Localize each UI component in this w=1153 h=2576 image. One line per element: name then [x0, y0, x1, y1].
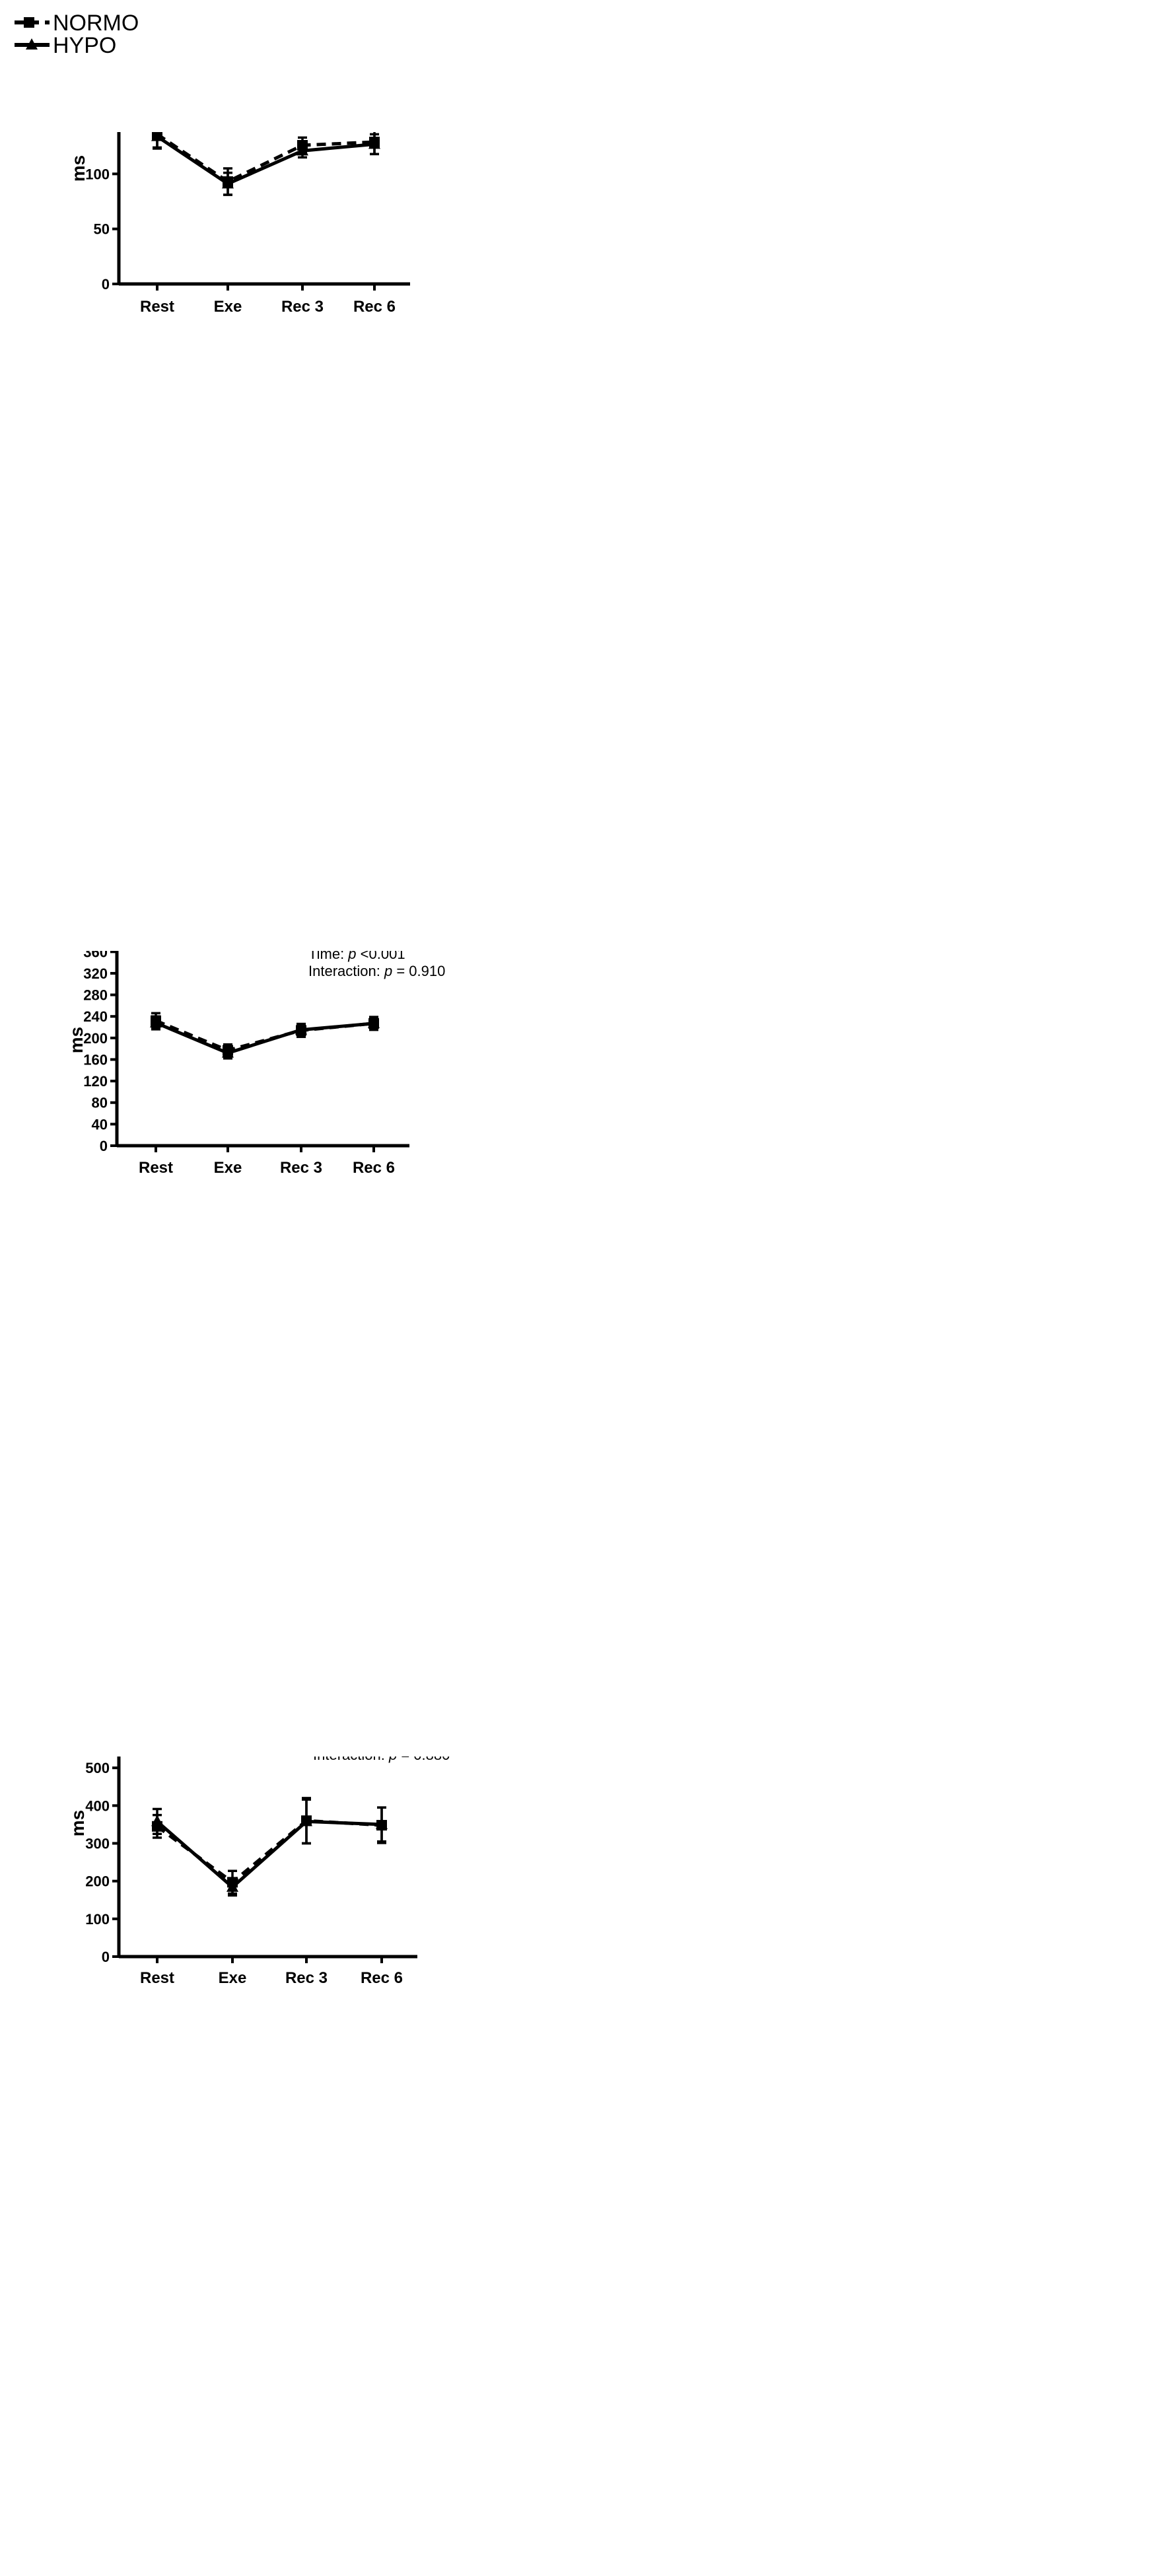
- hypo-point: [222, 1046, 234, 1058]
- x-tick-label: Exe: [214, 1159, 242, 1177]
- hypo-point: [150, 1016, 162, 1027]
- x-tick-label: Rest: [140, 1969, 174, 1987]
- stats-label: Interaction:: [313, 1757, 389, 1763]
- plot-area: 0 40 80 120 160 200 240 280 320 360 Rest Exe Rec 3 Re…: [66, 951, 445, 1177]
- y-tick-label: 50: [94, 221, 110, 238]
- stats-p: p: [388, 1757, 397, 1763]
- y-tick-label: 280: [83, 987, 108, 1004]
- legend-normo-marker: [24, 17, 34, 28]
- y-axis-label: ms: [67, 1810, 88, 1836]
- y-tick-label: 100: [85, 166, 110, 182]
- y-tick-label: 300: [85, 1836, 110, 1852]
- stats-line: Interaction: p = 0.910: [308, 963, 445, 979]
- x-tick-label: Exe: [219, 1969, 247, 1987]
- hypo-series-line: [155, 1021, 374, 1055]
- x-tick-label: Rest: [139, 1159, 173, 1177]
- hypo-point: [297, 144, 308, 156]
- y-tick-label: 100: [85, 1911, 110, 1928]
- y-tick-label: 40: [92, 1116, 108, 1132]
- hypo-point: [368, 137, 380, 149]
- y-tick-label: 200: [83, 1030, 108, 1047]
- stats-line: Interaction: p = 0.880: [313, 1757, 450, 1763]
- hypo-point: [295, 1023, 307, 1035]
- x-tick-label: Rec 3: [285, 1969, 328, 1987]
- hypo-series-line: [156, 135, 375, 186]
- y-tick-label: 0: [102, 276, 110, 293]
- stats-label: Interaction:: [308, 963, 384, 979]
- y-tick-label: 160: [83, 1051, 108, 1068]
- stats-p: p: [347, 951, 356, 962]
- stats-value: = 0.910: [392, 963, 445, 979]
- y-tick-label: 400: [85, 1797, 110, 1814]
- y-axis-label: ms: [68, 155, 88, 182]
- y-tick-label: 360: [83, 951, 108, 960]
- chart-vet: 0 40 80 120 160 200 240 280 320 360 Rest Exe Rec 3 Re…: [66, 951, 445, 1177]
- y-axis-label: ms: [66, 1027, 87, 1053]
- hypo-point: [368, 1016, 380, 1028]
- y-tick-label: 500: [85, 1760, 110, 1776]
- x-tick-label: Rec 6: [353, 298, 396, 316]
- hypo-point: [300, 1815, 312, 1827]
- y-tick-label: 80: [92, 1095, 108, 1111]
- legend-entry-hypo: HYPO: [15, 33, 116, 58]
- hypo-point: [151, 132, 163, 141]
- legend-entry-normo: NORMO: [15, 11, 139, 36]
- stats-line: Time: p <0.001: [308, 951, 405, 962]
- legend: NORMO HYPO: [15, 11, 139, 58]
- y-tick-label: 200: [85, 1873, 110, 1890]
- hypo-point: [227, 1880, 238, 1892]
- hypo-point: [376, 1817, 388, 1829]
- hypo-point: [151, 1815, 163, 1827]
- x-tick-label: Rec 3: [281, 298, 324, 316]
- y-tick-label: 0: [102, 1949, 110, 1965]
- normo-series-line: [156, 133, 375, 184]
- x-tick-label: Exe: [214, 298, 242, 316]
- stats-value: <0.001: [357, 951, 405, 962]
- y-tick-label: 320: [83, 965, 108, 982]
- y-tick-label: 120: [83, 1073, 108, 1090]
- y-tick-label: 240: [83, 1008, 108, 1025]
- legend-hypo-marker: [26, 38, 38, 50]
- hypo-series-line: [156, 1819, 382, 1890]
- y-tick-label: 0: [100, 1138, 108, 1154]
- x-tick-label: Rec 3: [280, 1159, 322, 1177]
- x-tick-label: Rest: [140, 298, 174, 316]
- hypo-point: [222, 177, 234, 189]
- legend-normo-label: NORMO: [53, 11, 139, 36]
- stats-p: p: [384, 963, 392, 979]
- stats-value: = 0.880: [397, 1757, 450, 1763]
- x-tick-label: Rec 6: [361, 1969, 403, 1987]
- stats-label: Time:: [308, 951, 348, 962]
- x-tick-label: Rec 6: [353, 1159, 395, 1177]
- legend-hypo-label: HYPO: [53, 33, 116, 58]
